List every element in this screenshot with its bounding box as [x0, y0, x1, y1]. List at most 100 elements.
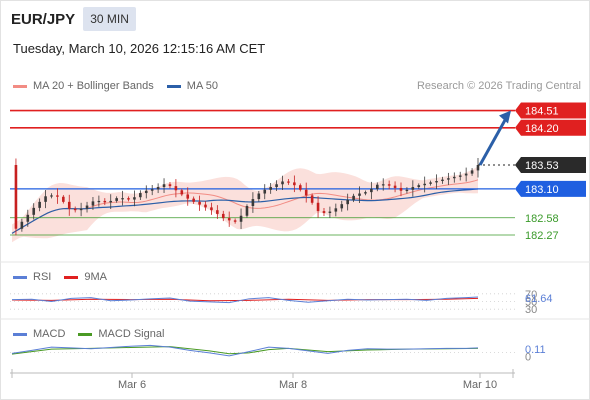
legend-rsi: RSI	[13, 271, 51, 283]
candle-body	[115, 198, 118, 201]
forecast-arrowhead-icon	[499, 110, 511, 124]
rsi-swatch-icon	[13, 275, 27, 279]
level-tag-text-183.53: 183.53	[525, 160, 559, 172]
candle-body	[239, 215, 243, 222]
candle-body	[162, 184, 166, 188]
candle-body	[121, 198, 124, 200]
candle-body	[44, 196, 47, 202]
macd-swatch-icon	[13, 332, 27, 336]
candle-body	[464, 173, 468, 176]
candle-body	[192, 198, 195, 202]
candle-body	[26, 214, 30, 222]
candle-body	[233, 220, 237, 222]
ma50-line	[11, 188, 479, 234]
candle-body	[221, 213, 225, 219]
legend-ma20-bollinger: MA 20 + Bollinger Bands	[13, 80, 154, 92]
level-tag-183.10	[515, 180, 586, 197]
macd-current-value: 0.11	[525, 344, 546, 356]
candle-body	[56, 195, 59, 197]
candle-body	[67, 201, 71, 209]
candle-body	[91, 201, 95, 206]
candle-body	[375, 184, 379, 189]
candle-body	[85, 205, 89, 209]
candle-body	[334, 208, 338, 212]
legend-macd-label: MACD	[33, 328, 66, 340]
candle-body	[216, 210, 219, 214]
candle-body	[198, 201, 201, 205]
candle-body	[210, 207, 213, 211]
candle-body	[352, 195, 355, 200]
candle-body	[73, 208, 77, 211]
candle-body	[322, 211, 326, 213]
ma20-line	[11, 179, 479, 234]
candle-body	[399, 187, 403, 191]
candle-body	[453, 176, 456, 179]
candle-body	[423, 183, 426, 186]
candle-body	[476, 165, 480, 171]
candle-body	[245, 206, 249, 216]
candle-body	[168, 184, 172, 187]
candle-body	[435, 181, 438, 183]
candle-body	[470, 170, 474, 174]
chart-datetime: Tuesday, March 10, 2026 12:15:16 AM CET	[13, 41, 266, 56]
macd-line	[11, 344, 479, 357]
candle-body	[79, 208, 83, 211]
macd-signal-swatch-icon	[78, 332, 93, 336]
candle-body	[227, 218, 231, 221]
legend-ma20-label: MA 20 + Bollinger Bands	[33, 80, 154, 92]
candle-body	[281, 181, 284, 185]
legend-macd-signal-label: MACD Signal	[98, 328, 165, 340]
x-tick-label-2: Mar 10	[463, 379, 497, 391]
candle-body	[127, 198, 130, 200]
legend-macd-signal: MACD Signal	[78, 328, 164, 340]
forecast-arrow-icon	[478, 115, 509, 166]
x-tick-label-0: Mar 6	[118, 379, 146, 391]
candle-body	[417, 185, 421, 188]
candle-body	[298, 185, 302, 190]
candle-body	[150, 189, 154, 191]
candle-body	[340, 204, 344, 209]
candle-body	[429, 182, 432, 184]
candle-body	[310, 195, 314, 203]
candle-body	[405, 189, 409, 192]
candle-body	[144, 190, 148, 194]
rsi-tick-30: 30	[525, 304, 537, 316]
level-label-182.58: 182.58	[525, 213, 559, 225]
candle-body	[316, 202, 320, 212]
legend-macd: MACD	[13, 328, 65, 340]
level-tag-text-183.10: 183.10	[525, 184, 559, 196]
candle-body	[275, 184, 278, 188]
price-legend: MA 20 + Bollinger Bands MA 50	[13, 80, 231, 92]
candle-body	[32, 207, 36, 215]
candle-body	[97, 200, 101, 203]
pair-title: EUR/JPY	[11, 10, 76, 28]
timeframe-button[interactable]: 30 MIN	[83, 7, 136, 31]
bollinger-band-fill	[12, 166, 478, 243]
candle-body	[251, 199, 255, 207]
macd-signal-line	[11, 346, 479, 355]
rsi-line	[11, 296, 479, 304]
candle-body	[14, 165, 18, 229]
level-tag-183.53	[515, 157, 586, 173]
candle-body	[20, 221, 24, 229]
chart-header: EUR/JPY 30 MIN	[11, 7, 136, 31]
rsi-legend: RSI 9MA	[13, 271, 120, 283]
candle-body	[38, 201, 41, 208]
candle-body	[174, 186, 178, 191]
candle-body	[133, 197, 136, 200]
candle-body	[269, 187, 272, 190]
candle-body	[370, 188, 373, 193]
candle-body	[186, 194, 190, 199]
candle-body	[458, 175, 462, 177]
macd-tick-0: 0	[525, 352, 531, 364]
candle-body	[346, 200, 349, 205]
candle-body	[441, 179, 444, 182]
candle-body	[50, 195, 53, 197]
candle-body	[387, 184, 391, 186]
candle-body	[381, 184, 385, 186]
candle-body	[447, 178, 450, 180]
level-tag-184.20	[515, 119, 586, 136]
rsi-tick-70: 70	[525, 289, 537, 301]
legend-ma50: MA 50	[166, 80, 218, 92]
